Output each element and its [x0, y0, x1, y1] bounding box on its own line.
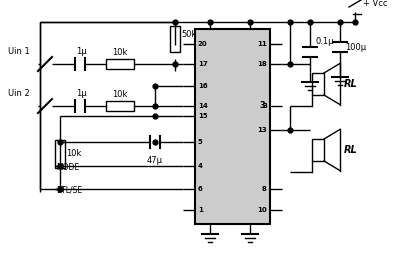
Bar [55, 140, 65, 168]
Text: 18: 18 [257, 61, 267, 67]
Text: 47µ: 47µ [147, 156, 163, 165]
Text: 13: 13 [257, 127, 267, 133]
Text: 14: 14 [198, 103, 208, 109]
Text: 5: 5 [198, 139, 203, 145]
Text: 11: 11 [257, 41, 267, 47]
Text: MODE: MODE [56, 163, 79, 171]
Text: Uin 2: Uin 2 [8, 89, 30, 98]
Bar [312, 139, 324, 161]
Text: RL: RL [344, 79, 358, 89]
Bar [195, 29, 270, 224]
Text: 3: 3 [262, 103, 267, 109]
Text: 4: 4 [198, 163, 203, 169]
Text: 8: 8 [262, 186, 267, 192]
Text: 1µ: 1µ [76, 47, 87, 56]
Bar [106, 59, 134, 69]
Text: 16: 16 [198, 83, 208, 89]
Text: 10k: 10k [112, 90, 127, 99]
Bar [106, 101, 134, 111]
Text: + Vcc: + Vcc [363, 0, 388, 8]
Text: 10: 10 [257, 207, 267, 213]
Bar [312, 73, 324, 95]
Text: 50k: 50k [181, 30, 196, 39]
Text: Uin 1: Uin 1 [8, 47, 30, 56]
Text: 3: 3 [259, 102, 265, 110]
Text: 1µ: 1µ [76, 89, 87, 98]
Text: 1: 1 [198, 207, 203, 213]
Text: 17: 17 [198, 61, 208, 67]
Text: 10k: 10k [112, 48, 127, 57]
Bar [170, 25, 180, 52]
Text: 20: 20 [198, 41, 208, 47]
Text: RL: RL [344, 145, 358, 155]
Text: 100µ: 100µ [345, 42, 366, 52]
Text: BTL/SE: BTL/SE [56, 185, 82, 195]
Text: 6: 6 [198, 186, 203, 192]
Text: 0.1µ: 0.1µ [315, 38, 334, 46]
Text: 15: 15 [198, 113, 208, 119]
Text: 10k: 10k [66, 150, 81, 158]
